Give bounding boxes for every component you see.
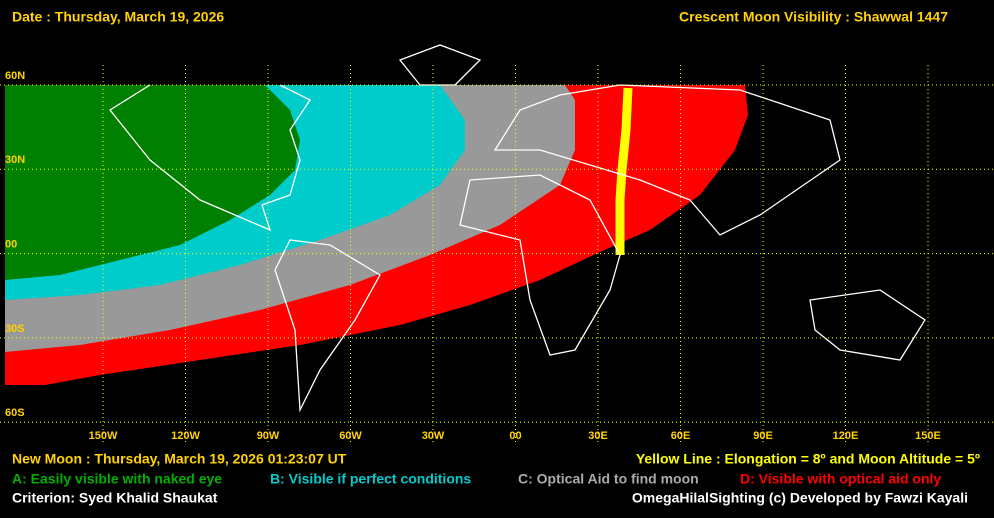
lon-label: 150E (915, 430, 941, 442)
lon-label: 120E (833, 430, 859, 442)
lon-label: 90E (753, 430, 773, 442)
criterion: Criterion: Syed Khalid Shaukat (12, 490, 218, 506)
lon-label: 30E (588, 430, 608, 442)
credit: OmegaHilalSighting (c) Developed by Fawz… (632, 490, 968, 506)
legend-d: D: Visible with optical aid only (740, 471, 941, 487)
lon-label: 90W (257, 430, 280, 442)
lat-label: 30N (5, 154, 25, 166)
date: Date : Thursday, March 19, 2026 (12, 9, 224, 25)
legend-c: C: Optical Aid to find moon (518, 471, 699, 487)
lat-label: 60S (5, 407, 25, 419)
legend-b: B: Visible if perfect conditions (270, 471, 471, 487)
lon-label: 60E (671, 430, 691, 442)
yellow-line-note: Yellow Line : Elongation = 8º and Moon A… (636, 451, 980, 467)
new-moon: New Moon : Thursday, March 19, 2026 01:2… (12, 451, 347, 467)
coastlines (109, 44, 926, 413)
lat-label: 60N (5, 70, 25, 82)
lon-label: 150W (89, 430, 118, 442)
legend-a: A: Easily visible with naked eye (12, 471, 222, 487)
lon-label: 30W (422, 430, 445, 442)
lat-label: 00 (5, 239, 17, 251)
lon-label: 60W (339, 430, 362, 442)
yellow-line (615, 87, 633, 255)
zone-a (5, 85, 300, 280)
title: Crescent Moon Visibility : Shawwal 1447 (679, 9, 948, 25)
lon-label: 00 (509, 430, 521, 442)
lat-label: 30S (5, 323, 25, 335)
lon-label: 120W (171, 430, 200, 442)
